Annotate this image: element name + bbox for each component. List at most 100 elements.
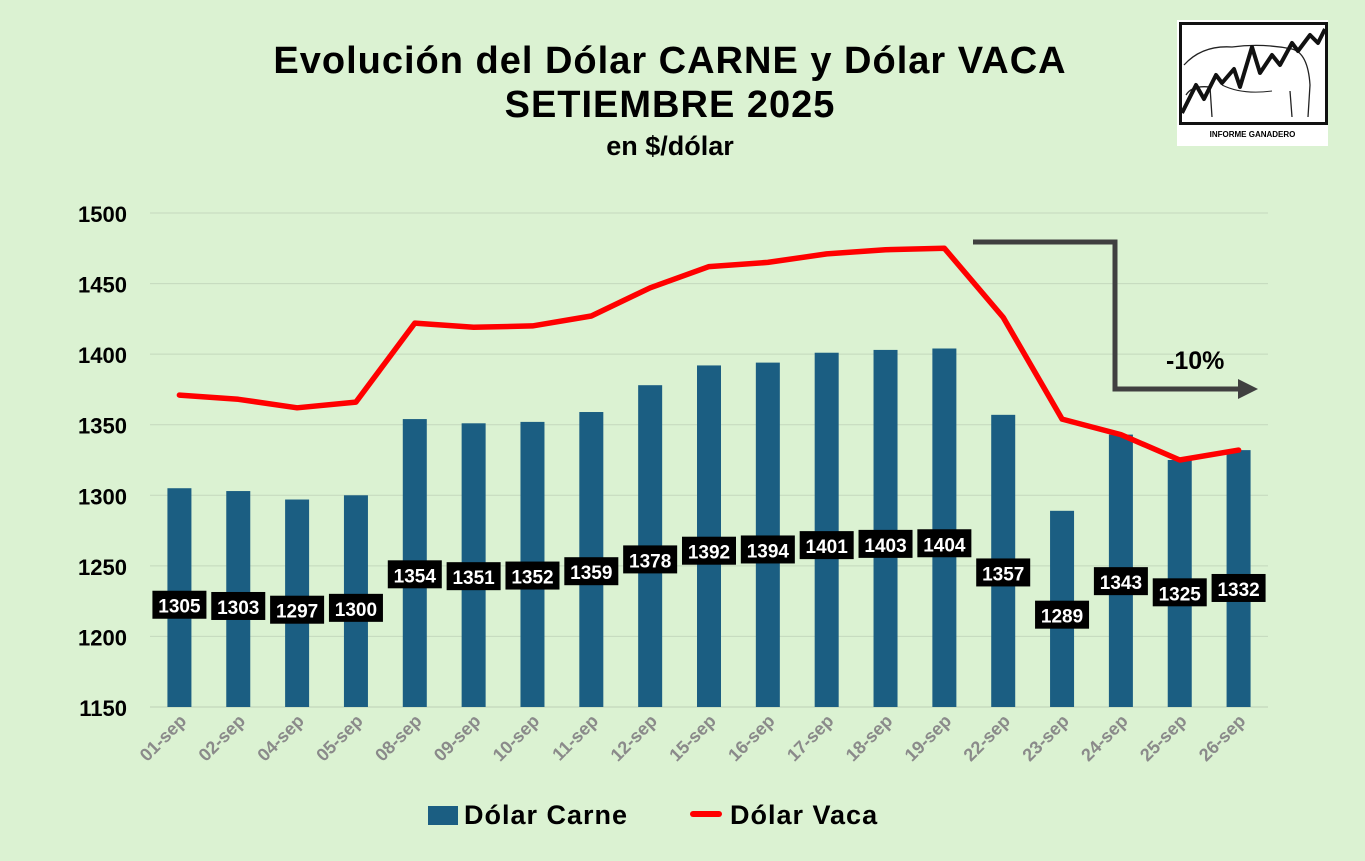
x-tick-label: 23-sep — [1018, 711, 1072, 765]
y-tick-label: 1150 — [79, 696, 127, 721]
data-label: 1392 — [682, 536, 736, 565]
data-label-text: 1357 — [982, 564, 1024, 585]
data-label-text: 1359 — [570, 563, 612, 584]
data-label: 1289 — [1035, 600, 1090, 629]
line-dolar-vaca — [176, 245, 1242, 463]
x-tick-label: 17-sep — [783, 711, 837, 765]
data-label: 1354 — [387, 560, 442, 589]
legend-item-vaca: Dólar Vaca — [690, 800, 878, 832]
logo-image — [1179, 22, 1328, 125]
chart-unit: en $/dólar — [606, 131, 734, 161]
x-tick-label: 26-sep — [1195, 711, 1249, 765]
data-label-box — [917, 529, 972, 558]
data-label-text: 1378 — [629, 551, 671, 572]
y-tick-label: 1400 — [78, 343, 127, 368]
x-tick-label: 01-sep — [136, 711, 190, 765]
data-label: 1303 — [211, 591, 266, 620]
x-tick-label: 02-sep — [195, 711, 249, 765]
data-label-box — [799, 531, 854, 560]
legend-label-vaca: Dólar Vaca — [730, 800, 879, 830]
data-label-text: 1297 — [276, 602, 318, 623]
data-label-box — [211, 591, 266, 620]
x-tick-label: 04-sep — [253, 711, 307, 765]
data-label-text: 1289 — [1041, 607, 1083, 628]
data-label: 1300 — [328, 593, 383, 622]
data-label: 1305 — [152, 590, 207, 619]
data-label-box — [564, 557, 619, 586]
data-label: 1343 — [1093, 567, 1148, 596]
x-tick-label: 10-sep — [489, 711, 543, 765]
data-label: 1394 — [740, 535, 795, 564]
data-label: 1378 — [623, 545, 678, 574]
bar-dolar-carne — [814, 352, 839, 707]
y-tick-label: 1450 — [78, 273, 127, 298]
data-label: 1325 — [1152, 578, 1207, 607]
x-tick-label: 16-sep — [724, 711, 778, 765]
decline-arrow — [973, 239, 1240, 392]
data-label-text: 1394 — [747, 541, 790, 562]
bar-dolar-carne — [873, 349, 898, 707]
x-tick-label: 09-sep — [430, 711, 484, 765]
y-tick-label: 1350 — [78, 414, 127, 439]
data-label-box — [976, 558, 1031, 587]
data-label-box — [858, 529, 913, 558]
data-label-text: 1392 — [688, 543, 730, 564]
data-label-box — [446, 562, 501, 591]
data-label-text: 1404 — [923, 535, 966, 556]
data-label: 1403 — [858, 529, 913, 558]
data-label-text: 1325 — [1159, 584, 1202, 605]
legend-line-swatch — [690, 811, 722, 817]
chart-subtitle: SETIEMBRE 2025 — [504, 84, 836, 126]
informe-ganadero-logo: INFORME GANADERO — [1177, 20, 1328, 146]
data-label: 1332 — [1211, 573, 1266, 602]
data-label-box — [387, 560, 442, 589]
data-label-text: 1332 — [1217, 580, 1259, 601]
arrow-head — [1238, 379, 1258, 399]
data-label: 1357 — [976, 558, 1031, 587]
bar-dolar-carne — [755, 362, 780, 707]
data-label-text: 1403 — [864, 536, 906, 557]
data-label-text: 1401 — [806, 537, 849, 558]
data-label: 1352 — [505, 561, 560, 590]
data-label-box — [682, 536, 736, 565]
x-tick-label: 15-sep — [665, 711, 719, 765]
chart-title: Evolución del Dólar CARNE y Dólar VACA — [273, 40, 1067, 82]
y-tick-label: 1300 — [78, 484, 127, 509]
legend-item-carne: Dólar Carne — [428, 800, 628, 832]
decline-percentage-label: -10% — [1166, 347, 1224, 375]
x-tick-label: 19-sep — [901, 711, 955, 765]
data-label-box — [1211, 573, 1266, 602]
data-label: 1297 — [270, 595, 325, 624]
y-tick-label: 1500 — [78, 202, 127, 227]
y-tick-label: 1250 — [78, 555, 127, 580]
x-tick-label: 05-sep — [312, 711, 366, 765]
bar-dolar-carne — [932, 348, 957, 707]
x-tick-label: 24-sep — [1077, 711, 1131, 765]
data-label-text: 1303 — [217, 598, 259, 619]
data-label-text: 1343 — [1100, 573, 1142, 594]
data-label: 1401 — [799, 531, 854, 560]
data-label-text: 1300 — [335, 600, 377, 621]
data-label-text: 1352 — [511, 568, 553, 589]
logo-caption: INFORME GANADERO — [1209, 130, 1296, 139]
data-label: 1351 — [446, 562, 501, 591]
data-label-box — [152, 590, 207, 619]
data-label-box — [740, 535, 795, 564]
x-tick-label: 12-sep — [607, 711, 661, 765]
y-tick-label: 1200 — [78, 625, 127, 650]
data-label-box — [1093, 567, 1148, 596]
legend-bar-swatch — [428, 806, 458, 825]
data-label-text: 1354 — [394, 566, 437, 587]
data-label-box — [270, 595, 325, 624]
x-tick-label: 22-sep — [960, 711, 1014, 765]
data-label-text: 1305 — [158, 597, 201, 618]
x-tick-label: 25-sep — [1136, 711, 1190, 765]
data-label-box — [1152, 578, 1207, 607]
data-label-box — [505, 561, 560, 590]
data-label: 1404 — [917, 529, 972, 558]
legend-label-carne: Dólar Carne — [464, 800, 629, 830]
data-label-text: 1351 — [452, 568, 495, 589]
data-label-box — [1035, 600, 1090, 629]
data-label: 1359 — [564, 557, 619, 586]
